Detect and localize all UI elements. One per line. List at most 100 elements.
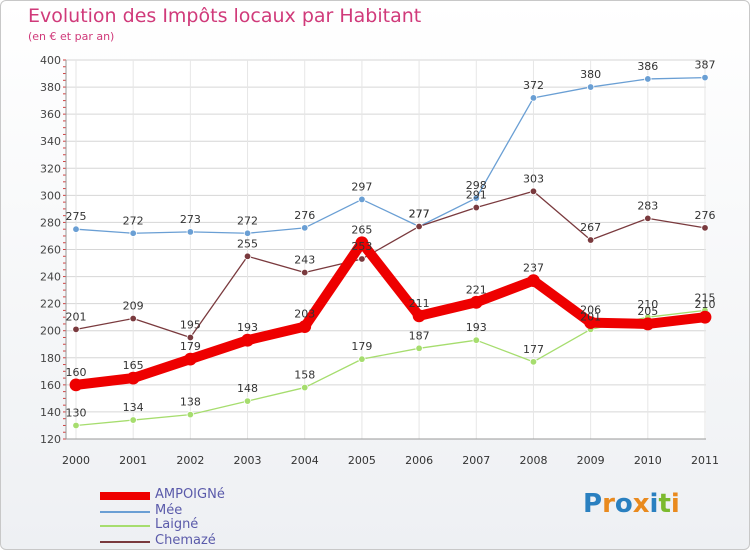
data-label-chemaze: 283 (637, 199, 658, 212)
data-point-mee (186, 228, 195, 236)
data-label-chemaze: 277 (409, 207, 430, 220)
logo-letter: o (614, 489, 633, 519)
x-tick-label: 2004 (291, 454, 319, 467)
data-label-ampoigne: 206 (580, 304, 601, 317)
data-label-ampoigne: 237 (523, 262, 544, 275)
data-label-mee: 372 (523, 79, 544, 92)
legend-swatch (100, 525, 150, 527)
data-point-chemaze (129, 314, 137, 323)
data-label-laigne: 179 (351, 340, 372, 353)
data-point-chemaze (701, 224, 709, 232)
data-point-ampoigne (126, 371, 140, 385)
logo-letter: i (649, 489, 659, 519)
data-label-ampoigne: 160 (66, 366, 87, 379)
legend-swatch (100, 492, 150, 500)
data-label-chemaze: 255 (237, 237, 258, 250)
y-tick-label: 140 (40, 406, 61, 419)
y-tick-label: 260 (40, 244, 61, 257)
data-label-mee: 272 (237, 214, 258, 227)
data-point-mee (529, 94, 538, 102)
legend-label: Mée (155, 503, 183, 518)
data-point-laigne (472, 336, 480, 344)
data-label-chemaze: 253 (351, 240, 372, 253)
series-line-ampoigne (71, 237, 710, 390)
data-label-chemaze: 195 (180, 318, 201, 331)
data-label-chemaze: 291 (466, 189, 487, 202)
chart-subtitle: (en € et par an) (28, 30, 115, 43)
x-tick-label: 2003 (234, 454, 262, 467)
data-label-ampoigne: 203 (294, 308, 315, 321)
y-tick-label: 160 (40, 379, 61, 392)
data-point-ampoigne (69, 378, 83, 392)
data-point-mee (701, 73, 709, 82)
data-label-mee: 387 (695, 59, 716, 72)
y-tick-label: 240 (40, 271, 61, 284)
y-tick-label: 400 (40, 54, 61, 67)
x-tick-label: 2011 (691, 454, 719, 467)
data-point-laigne (243, 397, 252, 405)
data-label-ampoigne: 221 (466, 283, 487, 296)
data-label-ampoigne: 265 (351, 224, 372, 237)
data-point-chemaze (301, 268, 309, 277)
data-point-ampoigne (469, 295, 483, 309)
data-label-laigne: 210 (637, 298, 658, 311)
logo-letter: t (658, 489, 671, 519)
data-label-chemaze: 243 (294, 254, 315, 267)
data-point-laigne (358, 355, 366, 363)
data-point-laigne (415, 344, 423, 353)
y-tick-label: 220 (40, 298, 61, 311)
data-point-chemaze (243, 252, 252, 260)
data-label-mee: 386 (637, 60, 658, 73)
data-label-ampoigne: 179 (180, 340, 201, 353)
x-tick-label: 2010 (634, 454, 662, 467)
data-point-mee (472, 194, 480, 202)
data-label-laigne: 201 (580, 310, 601, 323)
logo-letter: x (632, 489, 650, 519)
data-point-chemaze (415, 222, 423, 231)
logo-letter: P (583, 489, 603, 519)
y-tick-label: 380 (40, 81, 61, 94)
data-label-mee: 298 (466, 179, 487, 192)
data-point-laigne (301, 383, 309, 392)
y-tick-label: 300 (40, 189, 61, 202)
data-point-laigne (129, 416, 137, 424)
x-tick-label: 2009 (577, 454, 605, 467)
data-point-mee (243, 229, 252, 237)
x-tick-label: 2005 (348, 454, 376, 467)
data-point-ampoigne (527, 274, 540, 288)
data-label-mee: 277 (409, 207, 430, 220)
data-label-laigne: 158 (294, 369, 315, 382)
data-label-ampoigne: 210 (695, 298, 716, 311)
data-label-ampoigne: 211 (409, 297, 430, 310)
y-tick-label: 360 (40, 108, 61, 121)
data-label-mee: 297 (351, 180, 372, 193)
x-tick-label: 2008 (519, 454, 547, 467)
legend-swatch (100, 511, 150, 513)
data-label-mee: 380 (580, 68, 601, 81)
series-line-chemaze (75, 190, 706, 339)
data-point-chemaze (72, 325, 80, 334)
legend-label: Laigné (155, 517, 199, 532)
legend-swatch (100, 541, 150, 543)
data-point-ampoigne (698, 310, 712, 324)
x-tick-label: 2001 (119, 454, 147, 467)
data-point-ampoigne (298, 320, 312, 334)
data-point-laigne (72, 421, 80, 430)
proxiti-logo: Proxiti (583, 489, 680, 519)
y-tick-label: 120 (40, 433, 61, 446)
data-point-ampoigne (241, 333, 254, 347)
data-label-chemaze: 276 (695, 209, 716, 222)
chart-title: Evolution des Impôts locaux par Habitant (28, 5, 422, 27)
legend-label: Chemazé (155, 533, 216, 548)
data-point-ampoigne (412, 309, 426, 323)
y-tick-label: 180 (40, 352, 61, 365)
data-point-mee (586, 83, 595, 91)
data-label-laigne: 130 (66, 406, 87, 419)
data-label-chemaze: 209 (123, 300, 144, 313)
y-tick-label: 200 (40, 325, 61, 338)
x-tick-label: 2000 (62, 454, 90, 467)
data-point-mee (129, 229, 137, 237)
data-label-laigne: 193 (466, 321, 487, 334)
data-label-mee: 273 (180, 213, 201, 226)
